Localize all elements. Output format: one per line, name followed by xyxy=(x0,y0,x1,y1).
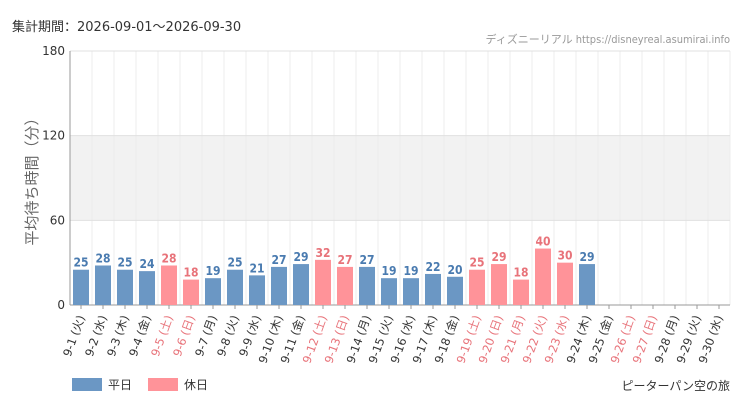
bar-value-label: 30 xyxy=(557,249,572,263)
bar xyxy=(425,273,441,305)
bar-value-label: 19 xyxy=(381,264,396,278)
legend-swatch-weekday xyxy=(72,378,102,391)
bar xyxy=(293,264,309,305)
bar xyxy=(403,278,419,305)
chart-legend: 平日 休日 xyxy=(72,376,208,393)
y-tick-label: 120 xyxy=(42,129,65,143)
bar-value-label: 25 xyxy=(117,256,132,270)
bar-value-label: 27 xyxy=(271,253,286,267)
bar-value-label: 28 xyxy=(95,251,110,265)
bar xyxy=(249,275,265,305)
bar-value-label: 32 xyxy=(315,246,330,260)
bar xyxy=(447,276,463,305)
legend-label-holiday: 休日 xyxy=(184,378,209,392)
bar xyxy=(139,271,155,305)
bar xyxy=(315,259,331,305)
bar xyxy=(381,278,397,305)
source-label[interactable]: ディズニーリアル https://disneyreal.asumirai.inf… xyxy=(485,33,730,46)
bar xyxy=(205,278,221,305)
bar-value-label: 22 xyxy=(425,260,440,274)
bar xyxy=(513,279,529,305)
period-label: 集計期間：2026-09-01〜2026-09-30 xyxy=(12,20,242,35)
bar xyxy=(337,266,353,305)
bar-value-label: 29 xyxy=(491,250,506,264)
bar-value-label: 19 xyxy=(205,264,220,278)
bar xyxy=(271,266,287,305)
bar xyxy=(183,279,199,305)
legend-item-holiday[interactable]: 休日 xyxy=(148,376,208,393)
bar-value-label: 24 xyxy=(139,257,155,271)
bar xyxy=(161,265,177,305)
bar-value-label: 19 xyxy=(403,264,418,278)
bar-value-label: 29 xyxy=(579,250,594,264)
bar-value-label: 20 xyxy=(447,263,462,277)
y-tick-label: 60 xyxy=(50,213,65,227)
bar xyxy=(535,248,551,305)
bar xyxy=(469,269,485,305)
bar-value-label: 29 xyxy=(293,250,308,264)
bar xyxy=(557,262,573,305)
bar-value-label: 27 xyxy=(337,253,352,267)
y-tick-label: 180 xyxy=(42,44,65,58)
legend-swatch-holiday xyxy=(148,378,179,391)
bar-value-label: 25 xyxy=(73,256,88,270)
bar-value-label: 40 xyxy=(535,235,550,249)
bar-value-label: 28 xyxy=(161,251,176,265)
y-axis-label: 平均待ち時間（分） xyxy=(23,110,41,245)
legend-item-weekday[interactable]: 平日 xyxy=(72,376,132,393)
bar-value-label: 18 xyxy=(513,266,528,280)
bar-value-label: 27 xyxy=(359,253,374,267)
bar xyxy=(227,269,243,305)
attraction-name: ピーターパン空の旅 xyxy=(621,379,730,393)
bar xyxy=(359,266,375,305)
bar xyxy=(95,265,111,305)
bar xyxy=(491,264,507,305)
bar-value-label: 18 xyxy=(183,266,198,280)
bar-value-label: 25 xyxy=(227,256,242,270)
y-tick-label: 0 xyxy=(57,298,65,312)
bar xyxy=(117,269,133,305)
bar xyxy=(73,269,89,305)
bar-value-label: 25 xyxy=(469,256,484,270)
bar xyxy=(579,264,595,305)
legend-label-weekday: 平日 xyxy=(108,378,133,392)
bar-value-label: 21 xyxy=(249,261,264,275)
